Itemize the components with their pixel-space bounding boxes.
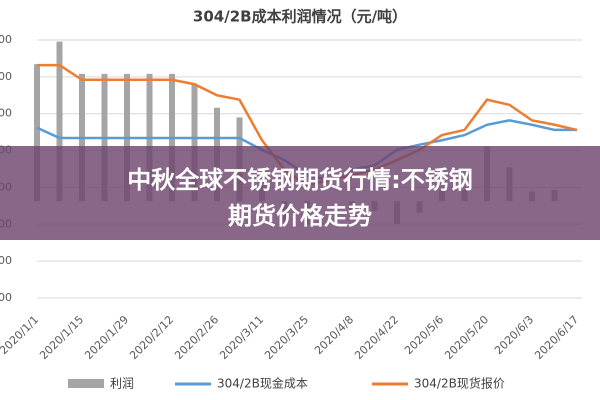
x-tick-label: 2020/6/17	[532, 313, 581, 362]
x-tick-label: 2020/5/6	[402, 313, 446, 357]
x-tick-label: 2020/1/15	[37, 313, 86, 362]
x-tick-label: 2020/3/11	[217, 313, 266, 362]
x-tick-label: 2020/5/20	[442, 313, 491, 362]
x-tick-label: 2020/4/22	[352, 313, 401, 362]
overlay-title: 期货价格走势	[228, 202, 372, 230]
x-tick-label: 2020/2/26	[172, 313, 221, 362]
x-tick-label: 2020/6/3	[492, 313, 536, 357]
y-tick-label: 13500	[0, 254, 12, 267]
x-tick-label: 2020/1/29	[82, 313, 131, 362]
bar	[34, 64, 40, 202]
y-tick-label: 16000	[0, 70, 12, 83]
y-tick-label: 15500	[0, 107, 12, 120]
x-tick-label: 2020/4/8	[312, 313, 356, 357]
bar	[191, 83, 198, 202]
bar	[56, 41, 63, 202]
legend-label: 304/2B现货报价	[414, 376, 505, 391]
x-tick-label: 2020/1/1	[0, 313, 41, 357]
chart-title: 304/2B成本利润情况（元/吨）	[193, 8, 407, 26]
y-tick-label: 13000	[0, 291, 12, 304]
legend-label: 304/2B现金成本	[217, 376, 308, 391]
x-tick-label: 2020/2/12	[127, 313, 176, 362]
legend-label: 利润	[110, 377, 134, 391]
x-tick-label: 2020/3/25	[262, 313, 311, 362]
legend-swatch	[68, 379, 104, 388]
overlay-title: 中秋全球不锈钢期货行情:不锈钢	[127, 166, 473, 194]
overlay-band	[0, 146, 600, 240]
y-tick-label: 16500	[0, 33, 12, 46]
